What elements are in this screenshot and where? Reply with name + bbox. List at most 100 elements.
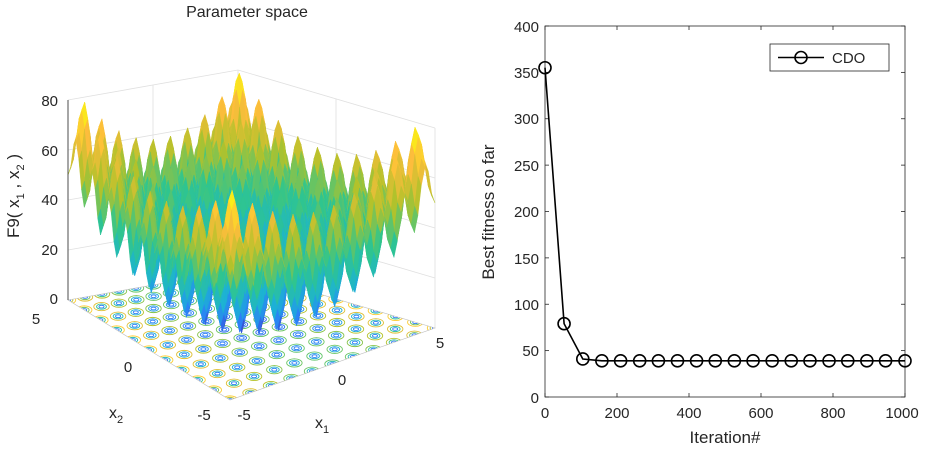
surface-mesh bbox=[67, 72, 436, 334]
contour-ring bbox=[432, 326, 435, 330]
contour-ring bbox=[217, 356, 224, 360]
contour-ring bbox=[353, 314, 360, 319]
contour-ring bbox=[309, 353, 320, 360]
contour-ring bbox=[289, 329, 307, 339]
contour-ring bbox=[199, 331, 211, 338]
contour-ring bbox=[270, 335, 287, 345]
contour-ring bbox=[145, 303, 162, 314]
x-tick-800: 800 bbox=[820, 405, 845, 422]
contour-ring bbox=[149, 319, 156, 324]
contour-ring bbox=[93, 302, 110, 312]
y-ticks-3d: 5 0 -5 bbox=[32, 311, 211, 424]
contour-ring bbox=[96, 303, 107, 310]
contour-ring bbox=[150, 306, 157, 311]
contour-ring bbox=[161, 326, 178, 336]
contour-ring bbox=[245, 371, 263, 381]
contour-ring bbox=[268, 350, 285, 360]
contour-ring bbox=[68, 296, 74, 304]
contour-ring bbox=[370, 319, 382, 326]
contour-ring bbox=[127, 307, 144, 317]
contour-ring bbox=[347, 324, 365, 334]
y-tick-350: 350 bbox=[514, 65, 539, 82]
contour-ring bbox=[429, 324, 435, 332]
contour-ring bbox=[331, 319, 343, 326]
contour-ring bbox=[178, 335, 195, 345]
contour-ring bbox=[209, 369, 226, 379]
contour-ring bbox=[195, 361, 207, 368]
contour-ring bbox=[369, 332, 381, 339]
x-tick-0: 0 bbox=[541, 405, 549, 422]
x1-label-var: x bbox=[315, 415, 323, 432]
contour-ring bbox=[221, 327, 227, 332]
contour-ring bbox=[256, 344, 263, 349]
contour-ring bbox=[346, 337, 364, 348]
contour-ring bbox=[219, 341, 226, 346]
contour-ring bbox=[214, 355, 226, 362]
contour-ring bbox=[128, 295, 145, 305]
convergence-plot: 0 50 100 150 200 250 300 350 400 0 200 4… bbox=[479, 19, 919, 447]
z-ticks: 0 20 40 60 80 bbox=[41, 93, 58, 308]
contour-ring bbox=[200, 347, 207, 351]
y-tick-150: 150 bbox=[514, 251, 539, 268]
contour-ring bbox=[349, 339, 361, 346]
contour-ring bbox=[198, 345, 209, 353]
contour-ring bbox=[229, 362, 246, 372]
z-label-x2: x bbox=[4, 170, 23, 179]
contour-ring bbox=[308, 337, 325, 347]
contour-ring bbox=[166, 328, 173, 333]
data-point bbox=[860, 354, 874, 368]
contour-ring bbox=[236, 350, 243, 355]
contour-ring bbox=[328, 305, 346, 315]
contour-ring bbox=[291, 361, 298, 365]
surface-facet bbox=[227, 254, 234, 276]
contour-ring bbox=[162, 341, 174, 348]
z-tick-1: 20 bbox=[41, 242, 58, 259]
contour-ring bbox=[312, 312, 324, 319]
z-label-x1: x bbox=[4, 199, 23, 208]
x-tick-400: 400 bbox=[676, 405, 701, 422]
contour-ring bbox=[183, 337, 190, 342]
data-point bbox=[689, 354, 704, 368]
contour-ring bbox=[202, 332, 209, 337]
contour-ring bbox=[185, 324, 191, 328]
x2-label-sub: 2 bbox=[117, 414, 123, 426]
contour-ring bbox=[329, 346, 341, 353]
contour-ring bbox=[306, 351, 323, 361]
contour-ring bbox=[311, 354, 318, 358]
contour-ring bbox=[132, 310, 139, 315]
contour-ring bbox=[268, 366, 280, 373]
contour-ring bbox=[164, 327, 175, 334]
contour-ring bbox=[351, 340, 358, 345]
contour-ring bbox=[231, 364, 243, 371]
contour-ring bbox=[350, 326, 362, 333]
data-point bbox=[595, 354, 609, 368]
z-label-x2-sub: 2 bbox=[15, 164, 27, 170]
y-tick-250: 250 bbox=[514, 158, 539, 175]
contour-ring bbox=[131, 323, 138, 328]
plot-area bbox=[544, 25, 906, 398]
x-axis-label: Iteration# bbox=[690, 428, 761, 447]
contour-ring bbox=[197, 330, 214, 340]
contour-ring bbox=[248, 373, 260, 380]
z-tick-4: 80 bbox=[41, 93, 58, 110]
contour-ring bbox=[315, 313, 321, 318]
contour-ring bbox=[387, 324, 404, 334]
contour-ring bbox=[288, 343, 305, 353]
legend: CDO bbox=[769, 43, 890, 72]
data-point bbox=[822, 354, 836, 368]
contour-ring bbox=[112, 313, 124, 320]
surface-plot: 0 20 40 60 80 5 0 -5 -5 0 5 Parameter sp… bbox=[4, 4, 444, 436]
contour-ring bbox=[221, 395, 239, 400]
z-tick-3: 60 bbox=[41, 143, 58, 160]
contour-ring bbox=[238, 336, 245, 340]
contour-ring bbox=[148, 333, 155, 338]
contour-ring bbox=[311, 338, 322, 345]
surface-facet bbox=[70, 139, 77, 169]
y-tick-50: 50 bbox=[522, 343, 539, 360]
x-tick-labels: 0 200 400 600 800 1000 bbox=[541, 405, 919, 422]
contour-ring bbox=[314, 326, 321, 331]
contour-ring bbox=[289, 359, 300, 366]
x-tick-200: 200 bbox=[604, 405, 629, 422]
contour-ring bbox=[165, 314, 177, 321]
contour-ring bbox=[143, 330, 160, 340]
